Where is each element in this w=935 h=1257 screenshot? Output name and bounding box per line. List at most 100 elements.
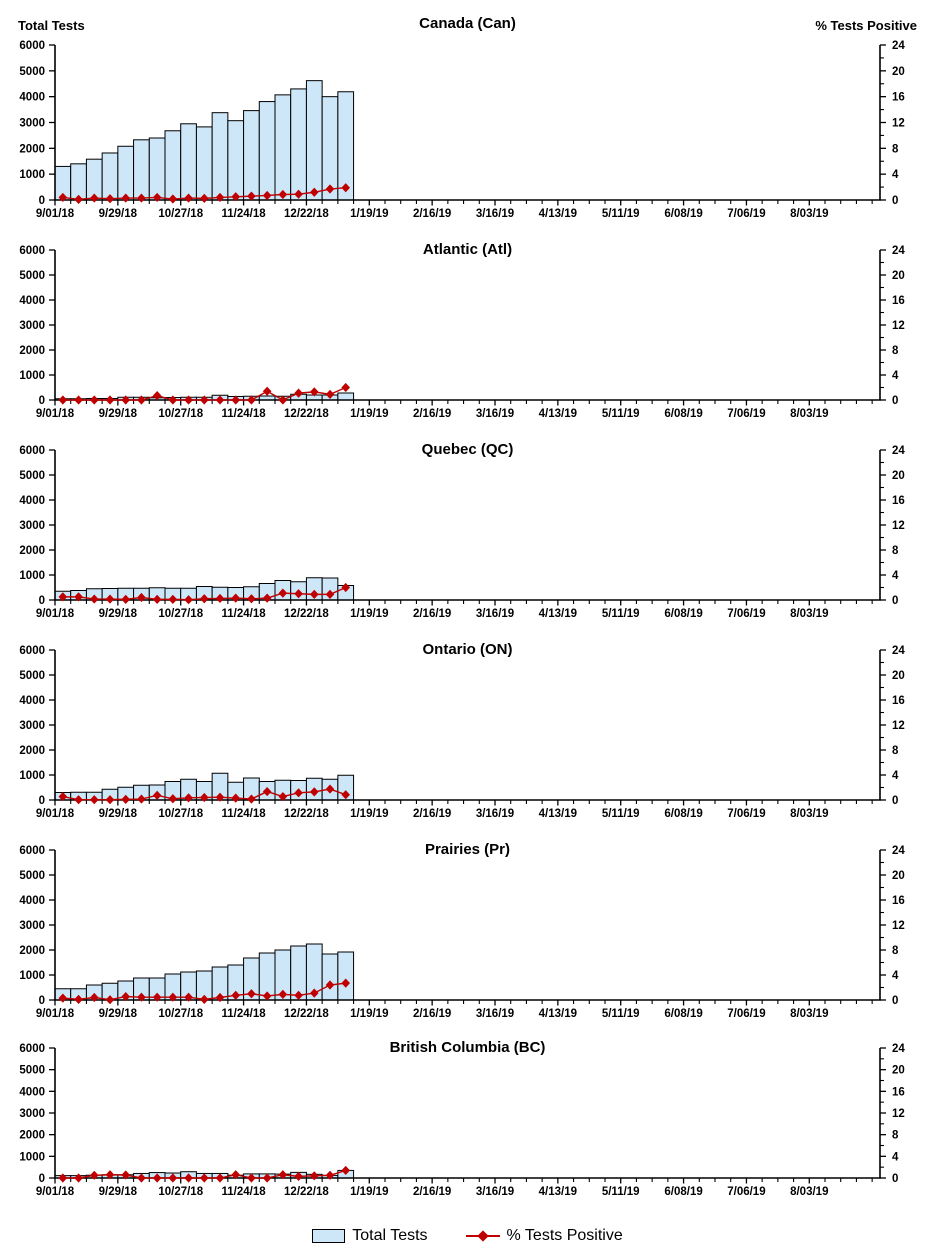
pct-positive-marker-ontario-12/01/18 bbox=[262, 786, 272, 797]
pct-positive-marker-prairies-9/22/18 bbox=[105, 995, 115, 1005]
pct-positive-marker-atlantic-12/08/18 bbox=[278, 395, 288, 405]
left-axis-tick-label: 3000 bbox=[19, 320, 45, 332]
panel-title: Prairies (Pr) bbox=[425, 841, 510, 858]
pct-positive-marker-canada-12/22/18 bbox=[309, 187, 319, 197]
x-axis-date-label: 7/06/19 bbox=[727, 408, 765, 420]
x-axis-date-label: 9/01/18 bbox=[36, 1186, 75, 1198]
right-axis-tick-label: 20 bbox=[892, 270, 905, 282]
pct-positive-marker-ontario-10/27/18 bbox=[184, 793, 193, 803]
x-axis-date-label: 10/27/18 bbox=[158, 408, 203, 420]
pct-positive-marker-atlantic-10/20/18 bbox=[168, 395, 178, 405]
pct-positive-marker-prairies-9/29/18 bbox=[121, 991, 131, 1002]
pct-positive-marker-atlantic-12/22/18 bbox=[309, 387, 319, 397]
x-axis-date-label: 6/08/19 bbox=[664, 608, 702, 620]
pct-positive-marker-canada-10/06/18 bbox=[137, 193, 146, 203]
right-axis-tick-label: 20 bbox=[892, 870, 905, 882]
x-axis-date-label: 6/08/19 bbox=[664, 1008, 702, 1020]
x-axis-date-label: 7/06/19 bbox=[727, 208, 765, 220]
x-axis-date-label: 8/03/19 bbox=[790, 808, 828, 820]
x-axis-date-label: 10/27/18 bbox=[158, 608, 203, 620]
pct-positive-marker-prairies-12/08/18 bbox=[278, 989, 288, 999]
x-axis-date-label: 12/22/18 bbox=[284, 208, 329, 220]
pct-positive-marker-ontario-9/01/18 bbox=[58, 791, 68, 802]
left-axis-tick-label: 3000 bbox=[19, 720, 45, 732]
right-axis-tick-label: 4 bbox=[892, 169, 899, 181]
right-axis-tick-label: 12 bbox=[892, 520, 905, 532]
left-axis-tick-label: 6000 bbox=[19, 645, 45, 657]
pct-positive-marker-quebec-1/05/19 bbox=[341, 582, 351, 593]
x-axis-date-label: 7/06/19 bbox=[727, 808, 765, 820]
x-axis-date-label: 9/29/18 bbox=[99, 1008, 138, 1020]
pct-positive-marker-quebec-10/06/18 bbox=[137, 592, 146, 603]
x-axis-date-label: 11/24/18 bbox=[222, 208, 267, 220]
x-axis-date-label: 3/16/19 bbox=[476, 608, 514, 620]
x-axis-date-label: 10/27/18 bbox=[158, 208, 203, 220]
bar-prairies-1/05/19 bbox=[337, 951, 355, 1001]
legend-item-pct-positive: % Tests Positive bbox=[465, 1227, 623, 1245]
legend-pct-positive-label: % Tests Positive bbox=[506, 1227, 623, 1244]
x-axis-date-label: 4/13/19 bbox=[539, 1008, 577, 1020]
bar-canada-12/22/18 bbox=[305, 80, 323, 201]
pct-positive-marker-prairies-10/20/18 bbox=[168, 992, 178, 1002]
pct-positive-marker-quebec-10/20/18 bbox=[168, 594, 178, 604]
pct-positive-marker-prairies-11/03/18 bbox=[199, 994, 209, 1004]
right-axis-tick-label: 4 bbox=[892, 1151, 899, 1163]
pct-positive-marker-canada-10/27/18 bbox=[184, 193, 193, 203]
bar-canada-10/27/18 bbox=[180, 123, 197, 201]
pct-positive-marker-prairies-10/13/18 bbox=[152, 992, 162, 1002]
pct-positive-marker-canada-12/08/18 bbox=[278, 189, 288, 200]
pct-positive-marker-prairies-11/10/18 bbox=[215, 992, 225, 1003]
chart-panel-atlantic: Atlantic (Atl) 0 1000 2000 3000 4000 5000 6000 0… bbox=[19, 241, 905, 420]
pct-positive-marker-ontario-9/08/18 bbox=[74, 795, 83, 805]
pct-positive-marker-ontario-9/22/18 bbox=[105, 795, 115, 805]
x-axis-date-label: 12/22/18 bbox=[284, 1008, 329, 1020]
x-axis-date-label: 12/22/18 bbox=[284, 408, 329, 420]
pct-positive-marker-canada-1/05/19 bbox=[341, 183, 351, 193]
pct-positive-marker-british-columbia-1/05/19 bbox=[341, 1165, 351, 1176]
pct-positive-marker-ontario-12/22/18 bbox=[309, 787, 319, 797]
left-axis-tick-label: 5000 bbox=[19, 1065, 45, 1077]
x-axis-date-label: 9/29/18 bbox=[99, 408, 138, 420]
right-axis-title: % Tests Positive bbox=[815, 18, 917, 33]
pct-positive-marker-icon bbox=[465, 1230, 500, 1242]
x-axis-date-label: 5/11/19 bbox=[602, 608, 640, 620]
pct-positive-marker-atlantic-12/15/18 bbox=[294, 388, 303, 398]
x-axis-date-label: 10/27/18 bbox=[158, 1008, 203, 1020]
pct-positive-marker-ontario-1/05/19 bbox=[341, 790, 351, 800]
pct-positive-marker-atlantic-11/03/18 bbox=[199, 395, 209, 405]
pct-positive-marker-prairies-12/29/18 bbox=[325, 980, 335, 990]
pct-positive-marker-atlantic-9/01/18 bbox=[58, 395, 68, 405]
right-axis-tick-label: 20 bbox=[892, 470, 905, 482]
right-axis-tick-label: 8 bbox=[892, 1130, 899, 1142]
x-axis-date-label: 9/01/18 bbox=[36, 1008, 75, 1020]
x-axis-date-label: 8/03/19 bbox=[790, 608, 828, 620]
x-axis-date-label: 8/03/19 bbox=[790, 1008, 828, 1020]
x-axis-date-label: 1/19/19 bbox=[350, 408, 388, 420]
x-axis-date-label: 5/11/19 bbox=[602, 1186, 640, 1198]
x-axis-date-label: 12/22/18 bbox=[284, 1186, 329, 1198]
x-axis-date-label: 1/19/19 bbox=[350, 808, 388, 820]
pct-positive-marker-prairies-9/01/18 bbox=[58, 993, 68, 1003]
x-axis-date-label: 1/19/19 bbox=[350, 1008, 388, 1020]
pct-positive-marker-quebec-9/29/18 bbox=[121, 594, 131, 604]
left-axis-tick-label: 1000 bbox=[19, 169, 45, 181]
x-axis-date-label: 2/16/19 bbox=[413, 408, 451, 420]
x-axis-date-label: 10/27/18 bbox=[158, 808, 203, 820]
pct-positive-marker-atlantic-12/01/18 bbox=[262, 386, 272, 396]
pct-positive-marker-prairies-12/01/18 bbox=[262, 991, 272, 1001]
right-axis-tick-label: 0 bbox=[892, 1173, 898, 1185]
right-axis-tick-label: 4 bbox=[892, 370, 899, 382]
panel-title: Atlantic (Atl) bbox=[423, 241, 512, 258]
left-axis-tick-label: 0 bbox=[39, 795, 45, 807]
left-axis-tick-label: 2000 bbox=[19, 345, 45, 357]
right-axis-tick-label: 8 bbox=[892, 545, 899, 557]
pct-positive-marker-canada-12/15/18 bbox=[294, 189, 303, 199]
right-axis-tick-label: 20 bbox=[892, 66, 905, 78]
left-axis-tick-label: 2000 bbox=[19, 545, 45, 557]
panel-title: Canada (Can) bbox=[419, 15, 516, 32]
x-axis-date-label: 7/06/19 bbox=[727, 608, 765, 620]
right-axis-tick-label: 16 bbox=[892, 295, 905, 307]
left-axis-tick-label: 4000 bbox=[19, 695, 45, 707]
left-axis-tick-label: 4000 bbox=[19, 895, 45, 907]
left-axis-tick-label: 2000 bbox=[19, 745, 45, 757]
